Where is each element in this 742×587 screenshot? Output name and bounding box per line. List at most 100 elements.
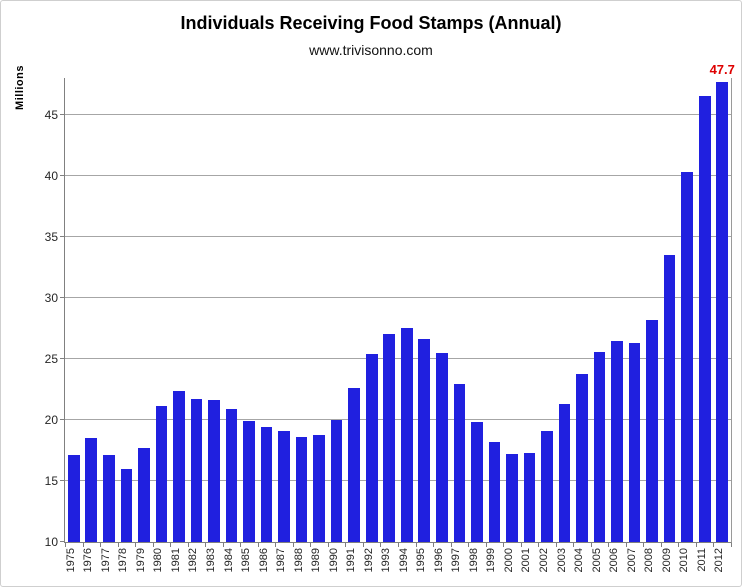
x-tick-label-2002: 2002 <box>537 548 550 573</box>
x-tick-label-1977: 1977 <box>99 548 112 573</box>
gridline-45 <box>65 113 731 115</box>
gridline-15 <box>65 479 731 481</box>
x-tick-mark <box>292 543 294 547</box>
x-tick-mark <box>433 543 435 547</box>
gridline-30 <box>65 296 731 298</box>
bar-1986 <box>260 427 273 542</box>
x-tick-mark <box>713 543 715 547</box>
x-tick-mark <box>485 543 487 547</box>
x-tick-label-2005: 2005 <box>590 548 603 573</box>
gridline-40 <box>65 174 731 176</box>
bar-2001 <box>523 452 536 542</box>
x-tick-mark <box>240 543 242 547</box>
x-tick-mark <box>398 543 399 547</box>
x-tick-mark <box>503 543 505 547</box>
x-tick-mark <box>205 543 207 547</box>
bar-2011 <box>698 96 711 542</box>
bar-1988 <box>295 437 308 542</box>
x-tick-mark <box>310 543 312 547</box>
x-tick-label-1993: 1993 <box>380 548 393 573</box>
x-tick-mark <box>573 543 575 547</box>
y-tick-label-35: 35 <box>44 229 58 244</box>
bar-1989 <box>313 434 325 542</box>
y-tick-mark <box>60 296 65 298</box>
x-tick-mark <box>65 543 66 547</box>
x-tick-label-2008: 2008 <box>643 548 656 573</box>
x-tick-mark <box>117 543 119 547</box>
x-tick-mark <box>608 543 610 547</box>
x-tick-label-2003: 2003 <box>555 548 568 573</box>
x-tick-label-2011: 2011 <box>695 548 708 572</box>
gridline-25 <box>65 357 731 359</box>
y-tick-label-20: 20 <box>44 412 58 427</box>
x-tick-mark <box>415 543 417 547</box>
bar-1997 <box>453 384 466 542</box>
x-tick-mark <box>520 543 522 547</box>
x-tick-label-1990: 1990 <box>327 548 340 573</box>
bar-1982 <box>190 399 203 542</box>
bar-1980 <box>155 406 168 542</box>
bar-1981 <box>173 390 185 542</box>
bar-2008 <box>646 319 658 542</box>
x-tick-mark <box>538 543 540 547</box>
y-tick-mark <box>60 541 65 542</box>
y-tick-mark <box>60 235 65 237</box>
y-tick-label-10: 10 <box>44 535 58 549</box>
bar-1991 <box>348 388 360 542</box>
bar-1999 <box>488 441 501 542</box>
y-tick-label-45: 45 <box>44 107 58 122</box>
bar-2005 <box>593 351 606 542</box>
x-tick-mark <box>187 543 189 547</box>
x-tick-mark <box>380 543 382 547</box>
bar-1992 <box>365 353 378 542</box>
y-tick-mark <box>60 174 65 176</box>
x-tick-label-2007: 2007 <box>625 548 638 573</box>
bar-2007 <box>628 342 641 542</box>
x-tick-mark <box>731 543 732 547</box>
bar-1978 <box>120 468 133 542</box>
x-tick-mark <box>450 543 452 547</box>
x-tick-mark <box>257 543 259 547</box>
x-tick-label-1996: 1996 <box>432 548 445 573</box>
x-tick-mark <box>100 543 102 547</box>
x-tick-label-1987: 1987 <box>275 548 288 573</box>
gridline-35 <box>65 235 731 237</box>
gridline-20 <box>65 418 731 420</box>
y-tick-mark <box>60 479 65 481</box>
x-tick-mark <box>345 543 347 547</box>
bar-2002 <box>541 430 553 542</box>
bar-1995 <box>418 339 431 542</box>
x-tick-label-1992: 1992 <box>362 548 375 573</box>
data-label-latest-value: 47.7 <box>709 61 735 77</box>
y-tick-mark <box>60 113 65 115</box>
x-tick-label-1998: 1998 <box>467 548 480 573</box>
bar-1975 <box>67 455 80 542</box>
x-tick-mark <box>678 543 680 547</box>
x-tick-label-1997: 1997 <box>450 548 463 573</box>
y-axis-title: Millions <box>14 65 26 110</box>
y-tick-label-25: 25 <box>44 351 58 366</box>
x-tick-label-1988: 1988 <box>292 548 305 573</box>
x-tick-label-1989: 1989 <box>310 548 323 573</box>
x-tick-label-2001: 2001 <box>520 548 533 573</box>
x-tick-mark <box>643 543 645 547</box>
x-tick-label-2004: 2004 <box>573 548 586 573</box>
x-tick-mark <box>152 543 154 547</box>
bar-1996 <box>436 352 448 542</box>
bar-1990 <box>330 419 343 542</box>
bar-1998 <box>471 422 483 542</box>
bar-2010 <box>681 172 693 542</box>
x-tick-label-1985: 1985 <box>240 548 253 573</box>
bar-2003 <box>558 404 571 542</box>
x-tick-mark <box>590 543 592 547</box>
bar-1984 <box>225 408 238 542</box>
x-tick-mark <box>327 543 329 547</box>
bar-1993 <box>383 334 396 542</box>
x-tick-mark <box>135 543 137 547</box>
x-tick-mark <box>555 543 557 547</box>
bar-2004 <box>576 373 588 542</box>
x-tick-label-1994: 1994 <box>397 548 410 573</box>
x-tick-label-1975: 1975 <box>64 548 77 573</box>
x-tick-mark <box>695 543 697 547</box>
